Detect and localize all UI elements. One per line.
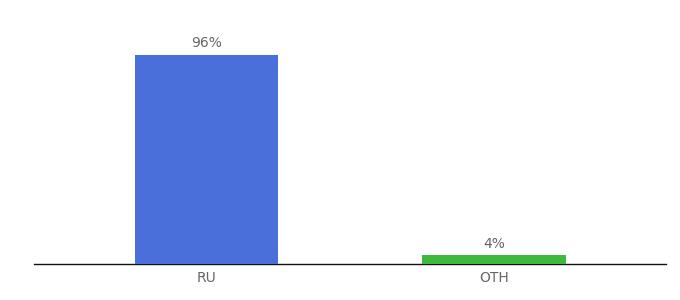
Text: 96%: 96% (191, 36, 222, 50)
Bar (135, 55, 278, 264)
Text: 4%: 4% (483, 237, 505, 251)
Bar (422, 255, 566, 264)
